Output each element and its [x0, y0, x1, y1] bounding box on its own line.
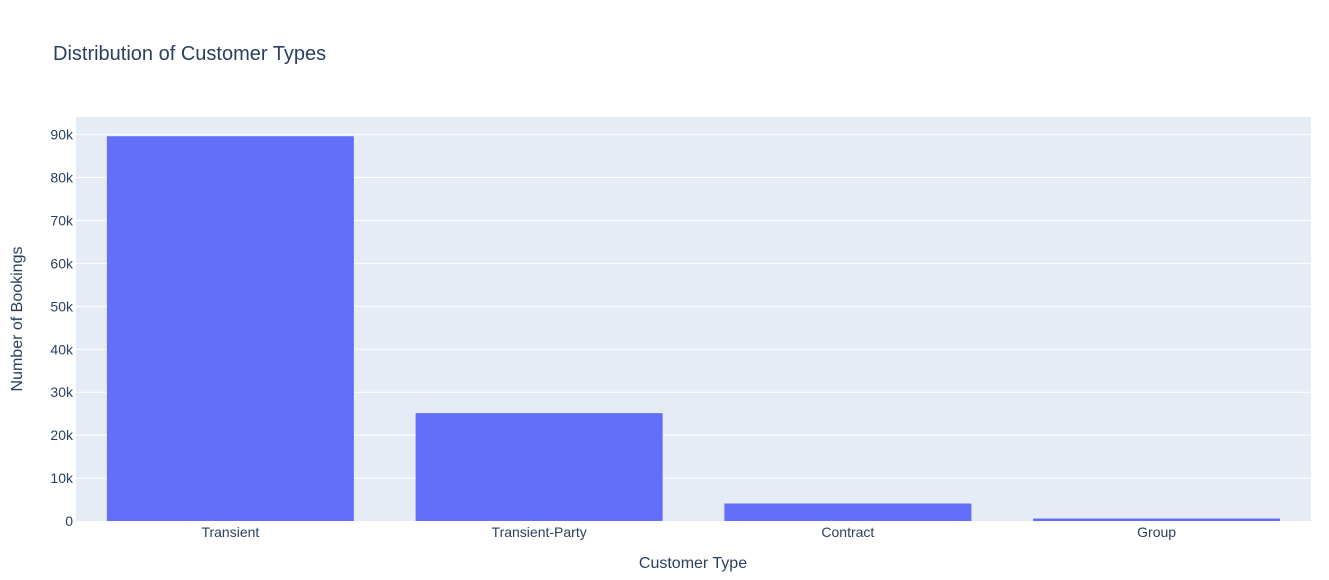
x-tick-label: Group [1137, 524, 1176, 540]
bar-group[interactable] [1033, 518, 1281, 521]
chart-title: Distribution of Customer Types [53, 43, 326, 65]
y-tick-label: 10k [50, 470, 74, 486]
y-tick-label: 80k [50, 170, 74, 186]
y-tick-label: 40k [50, 341, 74, 357]
bar-transient-party[interactable] [415, 413, 663, 521]
bar-contract[interactable] [724, 503, 972, 521]
y-tick-label: 0 [65, 513, 73, 529]
y-tick-label: 60k [50, 255, 74, 271]
x-tick-label: Transient-Party [492, 524, 587, 540]
y-axis-title: Number of Bookings [9, 247, 26, 392]
y-tick-label: 50k [50, 298, 74, 314]
y-tick-label: 30k [50, 384, 74, 400]
x-axis-title: Customer Type [639, 555, 747, 572]
x-tick-label: Contract [821, 524, 874, 540]
y-tick-label: 90k [50, 127, 74, 143]
x-axis-ticks: Transient Transient-Party Contract Group [201, 524, 1176, 540]
bar-transient[interactable] [106, 136, 354, 521]
y-tick-label: 70k [50, 212, 74, 228]
y-tick-label: 20k [50, 427, 74, 443]
bars [106, 136, 1281, 521]
y-axis-ticks: 0 10k 20k 30k 40k 50k 60k 70k 80k 90k [50, 127, 74, 529]
x-tick-label: Transient [201, 524, 259, 540]
